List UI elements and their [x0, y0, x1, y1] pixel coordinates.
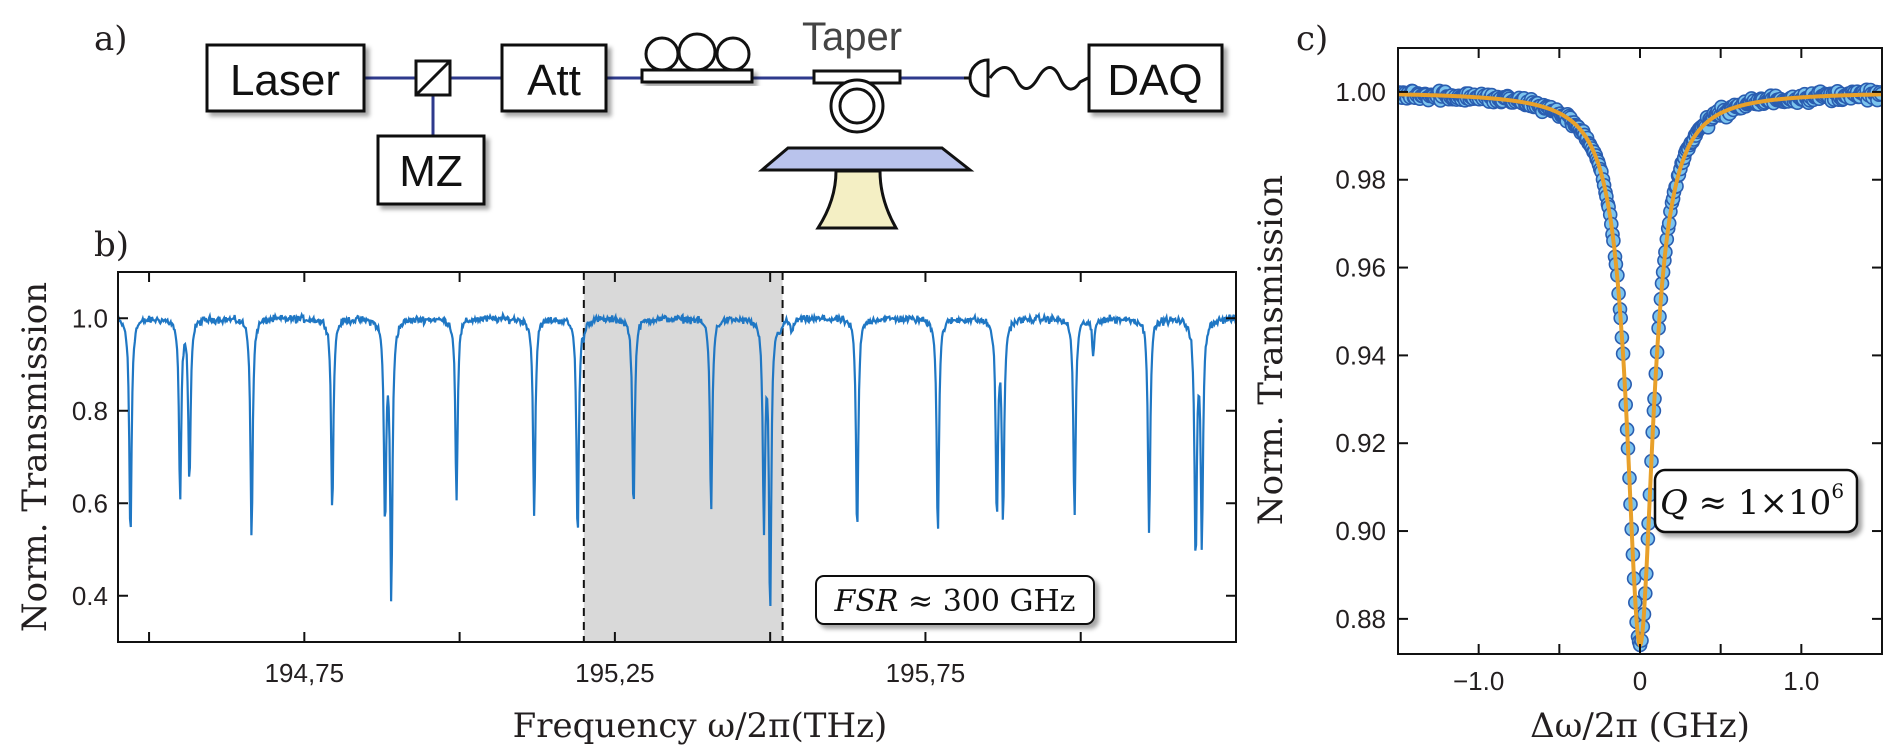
resonance-x-tick-label: −1.0: [1453, 666, 1504, 696]
q-exponent: 6: [1831, 479, 1844, 503]
resonance-y-tick-label: 0.94: [1335, 340, 1386, 370]
resonance-plot-frame: [1397, 47, 1883, 655]
resonance-x-axis-title: Δω/2π (GHz): [1530, 706, 1750, 746]
spectrum-plot-frame: [117, 271, 1237, 643]
panel-label-b: b): [94, 225, 129, 265]
setup-diagram: Laser MZ Att Taper: [205, 15, 1224, 230]
daq-box: [1087, 43, 1224, 113]
resonance-x-tick-label: 0: [1633, 666, 1647, 696]
resonance-y-tick-label: 0.88: [1335, 604, 1386, 634]
photodetector-icon: [964, 58, 1089, 98]
fsr-value: ≈ 300 GHz: [899, 584, 1076, 619]
resonance-y-tick-label: 0.92: [1335, 428, 1386, 458]
spectrum-y-axis-title: Norm. Transmission: [15, 282, 55, 632]
spectrum-x-tick-label: 194,75: [265, 658, 345, 688]
svg-text:Q ≈ 1×106: Q ≈ 1×106: [1660, 479, 1844, 523]
spectrum-x-axis-title: Frequency ω/2π(THz): [513, 706, 888, 746]
att-label: Att: [527, 56, 581, 105]
resonance-x-tick-label: 1.0: [1783, 666, 1819, 696]
spectrum-x-tick-label: 195,25: [575, 658, 655, 688]
panel-label-a: a): [94, 19, 128, 59]
polarization-controller-icon: [640, 32, 754, 84]
q-value: ≈ 1×10: [1688, 483, 1832, 523]
lorentzian-fit-line: [1398, 92, 1882, 650]
q-factor-annotation: Q ≈ 1×106: [1653, 468, 1859, 534]
resonance-y-tick-label: 0.98: [1335, 165, 1386, 195]
spectrum-chart: 194,75 195,25 195,75 0.4 0.6 0.8 1.0 Norm. Tra…: [15, 271, 1237, 746]
resonance-y-axis-title: Norm. Transmission: [1251, 175, 1291, 525]
att-box: [500, 43, 608, 113]
spectrum-y-tick-label: 0.4: [72, 581, 108, 611]
laser-label: Laser: [230, 56, 340, 105]
panel-label-c: c): [1296, 19, 1328, 59]
spectrum-y-tick-label: 1.0: [72, 303, 108, 333]
resonance-chart: −1.0 0 1.0 0.88 0.90 0.92 0.94 0.96 0.98 1.00 Nor…: [1251, 47, 1883, 746]
spectrum-y-tick-label: 0.8: [72, 396, 108, 426]
resonance-y-tick-label: 0.96: [1335, 253, 1386, 283]
spectrum-y-tick-label: 0.6: [72, 488, 108, 518]
fsr-annotation: FSR ≈ 300 GHz: [815, 575, 1095, 625]
stage-icon: [757, 146, 975, 230]
mz-label: MZ: [399, 147, 463, 196]
q-symbol: Q: [1660, 483, 1688, 523]
taper-resonator-icon: [812, 69, 902, 134]
daq-label: DAQ: [1107, 56, 1202, 105]
beam-splitter-diagonal: [414, 59, 452, 97]
spectrum-x-tick-label: 195,75: [886, 658, 966, 688]
mz-box: [376, 134, 486, 206]
spectrum-series-line: [118, 310, 1236, 607]
resonance-y-tick-label: 0.90: [1335, 516, 1386, 546]
resonance-y-tick-label: 1.00: [1335, 77, 1386, 107]
svg-text:FSR ≈ 300 GHz: FSR ≈ 300 GHz: [834, 584, 1076, 619]
taper-label: Taper: [802, 15, 902, 59]
laser-box: [205, 43, 366, 113]
fsr-shaded-region: [583, 272, 783, 642]
fsr-symbol: FSR: [834, 584, 899, 619]
